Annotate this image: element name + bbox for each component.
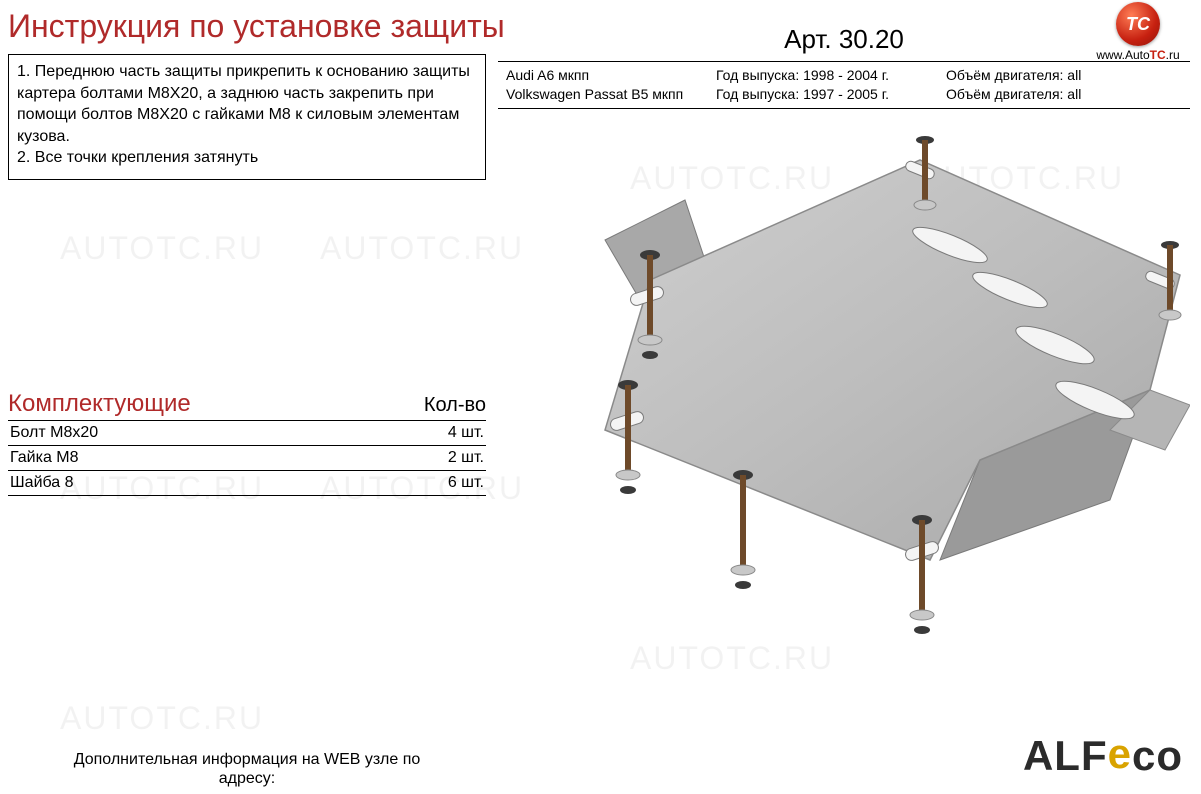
engine-2: Объём двигателя: all [946,85,1130,104]
brand-logo: ALFeco [1023,732,1183,780]
component-qty: 2 шт. [448,449,484,467]
brand-part-alf: ALF [1023,732,1108,779]
components-header-name: Комплектующие [8,390,191,418]
year-1: Год выпуска: 1998 - 2004 г. [716,66,930,85]
table-row: Гайка М8 2 шт. [8,446,486,471]
component-name: Гайка М8 [10,449,79,467]
component-name: Шайба 8 [10,474,74,492]
components-header-qty: Кол-во [424,394,486,417]
page-title: Инструкция по установке защиты [8,8,505,45]
url-mid: Auto [1125,48,1150,62]
web-info-line2: адресу: [8,769,486,788]
web-info-line1: Дополнительная информация на WEB узле по [8,750,486,769]
table-row: Болт М8х20 4 шт. [8,421,486,446]
web-info-note: Дополнительная информация на WEB узле по… [8,750,486,788]
watermark: AUTOTC.RU [60,700,264,737]
stamp-url: www.AutoTC.ru [1083,48,1193,62]
component-qty: 4 шт. [448,424,484,442]
left-column: 1. Переднюю часть защиты прикрепить к ос… [8,54,486,496]
instruction-step-2: 2. Все точки крепления затянуть [17,147,477,169]
brand-part-e: e [1108,730,1132,778]
url-suffix: .ru [1166,48,1180,62]
site-stamp: TC www.AutoTC.ru [1083,2,1193,62]
table-row: Шайба 8 6 шт. [8,471,486,496]
vehicle-2: Volkswagen Passat B5 мкпп [506,85,700,104]
components-table: Комплектующие Кол-во Болт М8х20 4 шт. Га… [8,390,486,496]
url-prefix: www. [1096,48,1125,62]
url-red: TC [1150,48,1166,62]
component-qty: 6 шт. [448,474,484,492]
brand-part-co: co [1132,732,1183,779]
engine-1: Объём двигателя: all [946,66,1130,85]
stamp-badge-icon: TC [1116,2,1160,46]
vehicle-1: Audi A6 мкпп [506,66,700,85]
spec-row: Audi A6 мкпп Volkswagen Passat B5 мкпп Г… [498,61,1190,104]
component-name: Болт М8х20 [10,424,98,442]
year-2: Год выпуска: 1997 - 2005 г. [716,85,930,104]
instruction-step-1: 1. Переднюю часть защиты прикрепить к ос… [17,61,477,147]
product-diagram [510,130,1190,690]
instructions-box: 1. Переднюю часть защиты прикрепить к ос… [8,54,486,180]
